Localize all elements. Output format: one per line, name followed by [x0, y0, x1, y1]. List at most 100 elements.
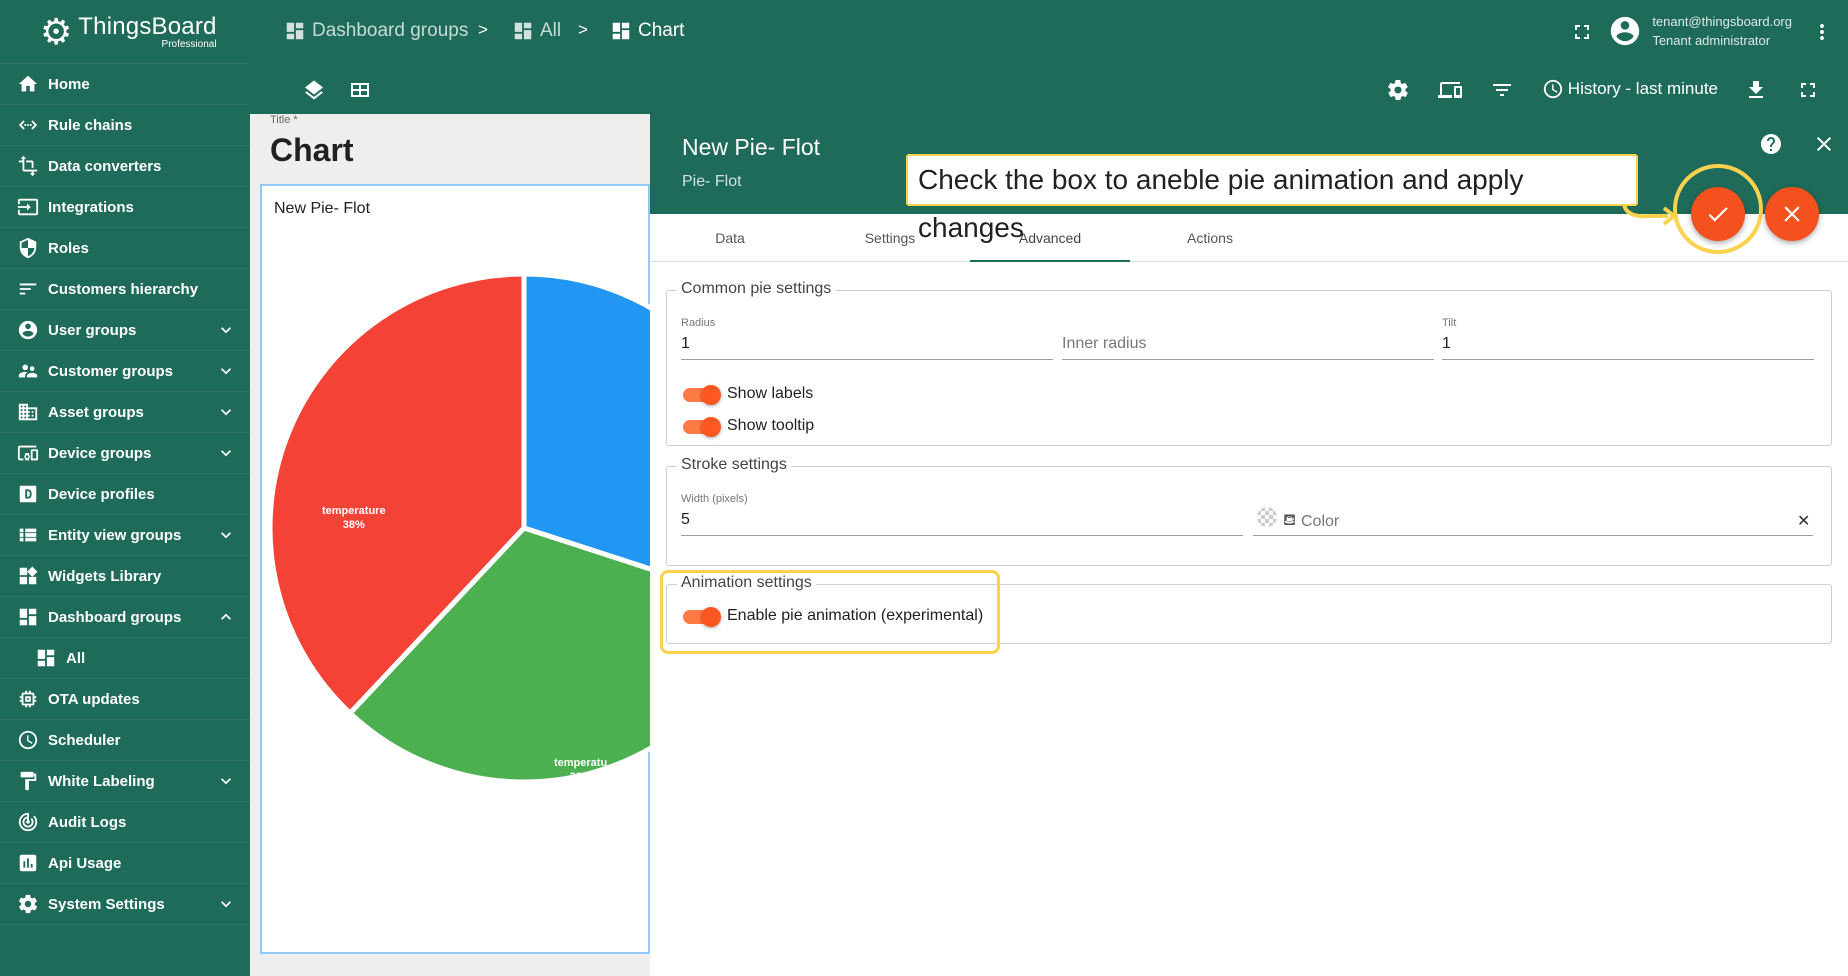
home-icon	[16, 72, 40, 96]
chevron-down-icon[interactable]	[216, 525, 236, 545]
sidebar-item-customers-hierarchy[interactable]: Customers hierarchy	[0, 269, 250, 310]
close-icon	[1784, 206, 1800, 222]
width-input[interactable]: 5	[681, 511, 690, 528]
chevron-down-icon[interactable]	[216, 320, 236, 340]
tab-settings[interactable]: Settings	[864, 230, 916, 246]
color-swatch[interactable]	[1257, 507, 1277, 527]
breadcrumb-label: Chart	[638, 20, 685, 41]
sidebar-item-user-groups[interactable]: User groups	[0, 310, 250, 351]
sidebar-item-label: Device profiles	[48, 485, 155, 503]
schedule-icon	[16, 728, 40, 752]
color-underline	[1253, 535, 1813, 536]
input-icon	[16, 195, 40, 219]
tab-actions[interactable]: Actions	[1187, 230, 1233, 246]
devices-icon[interactable]	[1438, 78, 1462, 102]
chevron-down-icon[interactable]	[216, 771, 236, 791]
fullscreen-icon[interactable]	[1570, 20, 1594, 44]
widgets-icon	[16, 564, 40, 588]
apply-highlight-ring	[1673, 164, 1763, 254]
sidebar-item-label: Rule chains	[48, 116, 133, 134]
sidebar-item-data-converters[interactable]: Data converters	[0, 146, 250, 187]
thingsboard-logo-icon: ⚙	[40, 10, 73, 52]
history-timewindow[interactable]: History - last minute	[1542, 78, 1718, 100]
download-icon[interactable]	[1744, 78, 1768, 102]
shield-icon	[16, 236, 40, 260]
sort-icon	[16, 277, 40, 301]
pie-slice[interactable]	[346, 525, 652, 785]
radius-input[interactable]: 1	[681, 335, 690, 352]
inner-radius-input[interactable]: Inner radius	[1062, 335, 1147, 352]
pie-slice[interactable]	[267, 271, 527, 717]
decline-changes-button[interactable]	[1765, 187, 1819, 241]
sidebar-item-roles[interactable]: Roles	[0, 228, 250, 269]
tilt-input[interactable]: 1	[1442, 335, 1451, 352]
panel-tabs: Data Settings Advanced Actions	[650, 214, 1848, 262]
settings-icon	[16, 892, 40, 916]
check-icon	[1708, 207, 1728, 222]
group-legend: Stroke settings	[677, 456, 791, 474]
layers-icon[interactable]	[302, 78, 326, 102]
clear-icon[interactable]: ✕	[1797, 513, 1811, 530]
show-labels-label: Show labels	[727, 385, 814, 402]
sidebar-item-label: Device groups	[48, 444, 152, 462]
widget-edit-panel: New Pie- Flot Pie- Flot Data Settings Ad…	[650, 114, 1848, 976]
sidebar-item-dashboard-groups[interactable]: Dashboard groups	[0, 597, 250, 638]
chevron-down-icon[interactable]	[216, 894, 236, 914]
width-underline	[681, 535, 1243, 536]
sidebar-item-label: Customers hierarchy	[48, 280, 199, 298]
sidebar-item-asset-groups[interactable]: Asset groups	[0, 392, 250, 433]
breadcrumb-dashboard-groups[interactable]: Dashboard groups	[284, 20, 468, 42]
logo[interactable]: ⚙ ThingsBoard Professional	[0, 0, 250, 64]
layout-icon[interactable]	[348, 78, 372, 102]
sidebar-item-device-profiles[interactable]: Device profiles	[0, 474, 250, 515]
show-tooltip-toggle[interactable]	[683, 417, 721, 437]
tab-data[interactable]: Data	[715, 230, 745, 246]
pie-slice[interactable]	[521, 271, 652, 606]
sidebar-item-entity-view-groups[interactable]: Entity view groups	[0, 515, 250, 556]
chevron-down-icon[interactable]	[216, 361, 236, 381]
panel-title: New Pie- Flot	[682, 134, 821, 160]
fullscreen-icon[interactable]	[1796, 78, 1820, 102]
sidebar-item-widgets-library[interactable]: Widgets Library	[0, 556, 250, 597]
sidebar-item-white-labeling[interactable]: White Labeling	[0, 761, 250, 802]
enable-pie-animation-toggle[interactable]	[683, 607, 721, 627]
user-menu[interactable]: tenant@thingsboard.org Tenant administra…	[1608, 12, 1792, 50]
sidebar-item-customer-groups[interactable]: Customer groups	[0, 351, 250, 392]
sidebar-item-all[interactable]: All	[0, 638, 250, 679]
sidebar-item-device-groups[interactable]: Device groups	[0, 433, 250, 474]
tab-advanced[interactable]: Advanced	[970, 214, 1130, 262]
settings-icon[interactable]	[1386, 78, 1410, 102]
close-icon[interactable]	[1812, 132, 1836, 156]
chevron-down-icon[interactable]	[216, 443, 236, 463]
help-icon[interactable]	[1759, 132, 1783, 156]
sidebar-item-rule-chains[interactable]: Rule chains	[0, 105, 250, 146]
sidebar-item-ota-updates[interactable]: OTA updates	[0, 679, 250, 720]
apply-changes-button[interactable]	[1691, 187, 1745, 241]
more-vert-icon[interactable]	[1810, 20, 1834, 44]
chevron-up-icon[interactable]	[216, 607, 236, 627]
color-input[interactable]: Color	[1301, 513, 1340, 530]
transform-icon	[16, 154, 40, 178]
tilt-underline	[1442, 359, 1814, 360]
sidebar-item-api-usage[interactable]: Api Usage	[0, 843, 250, 884]
sidebar-item-scheduler[interactable]: Scheduler	[0, 720, 250, 761]
chevron-down-icon[interactable]	[216, 402, 236, 422]
sidebar-item-system-settings[interactable]: System Settings	[0, 884, 250, 925]
show-tooltip-label: Show tooltip	[727, 417, 815, 434]
breadcrumb-separator: >	[478, 20, 488, 39]
sidebar-item-label: Integrations	[48, 198, 134, 216]
dashboard-title[interactable]: Chart	[270, 132, 354, 168]
sidebar-item-integrations[interactable]: Integrations	[0, 187, 250, 228]
track-changes-icon	[16, 810, 40, 834]
dashboard-icon	[512, 20, 534, 42]
sidebar-item-audit-logs[interactable]: Audit Logs	[0, 802, 250, 843]
sidebar-item-label: Audit Logs	[48, 813, 127, 831]
dashboard-icon	[284, 20, 306, 42]
show-labels-toggle[interactable]	[683, 385, 721, 405]
breadcrumb-all[interactable]: All	[512, 20, 561, 42]
pie-widget[interactable]: New Pie- Flot temperature 38% temperatu …	[260, 184, 652, 954]
tilt-label: Tilt	[1442, 317, 1457, 329]
sidebar-item-home[interactable]: Home	[0, 64, 250, 105]
filter-icon[interactable]	[1490, 78, 1514, 102]
top-bar: Dashboard groups > All > Chart tenant@th…	[250, 0, 1848, 64]
